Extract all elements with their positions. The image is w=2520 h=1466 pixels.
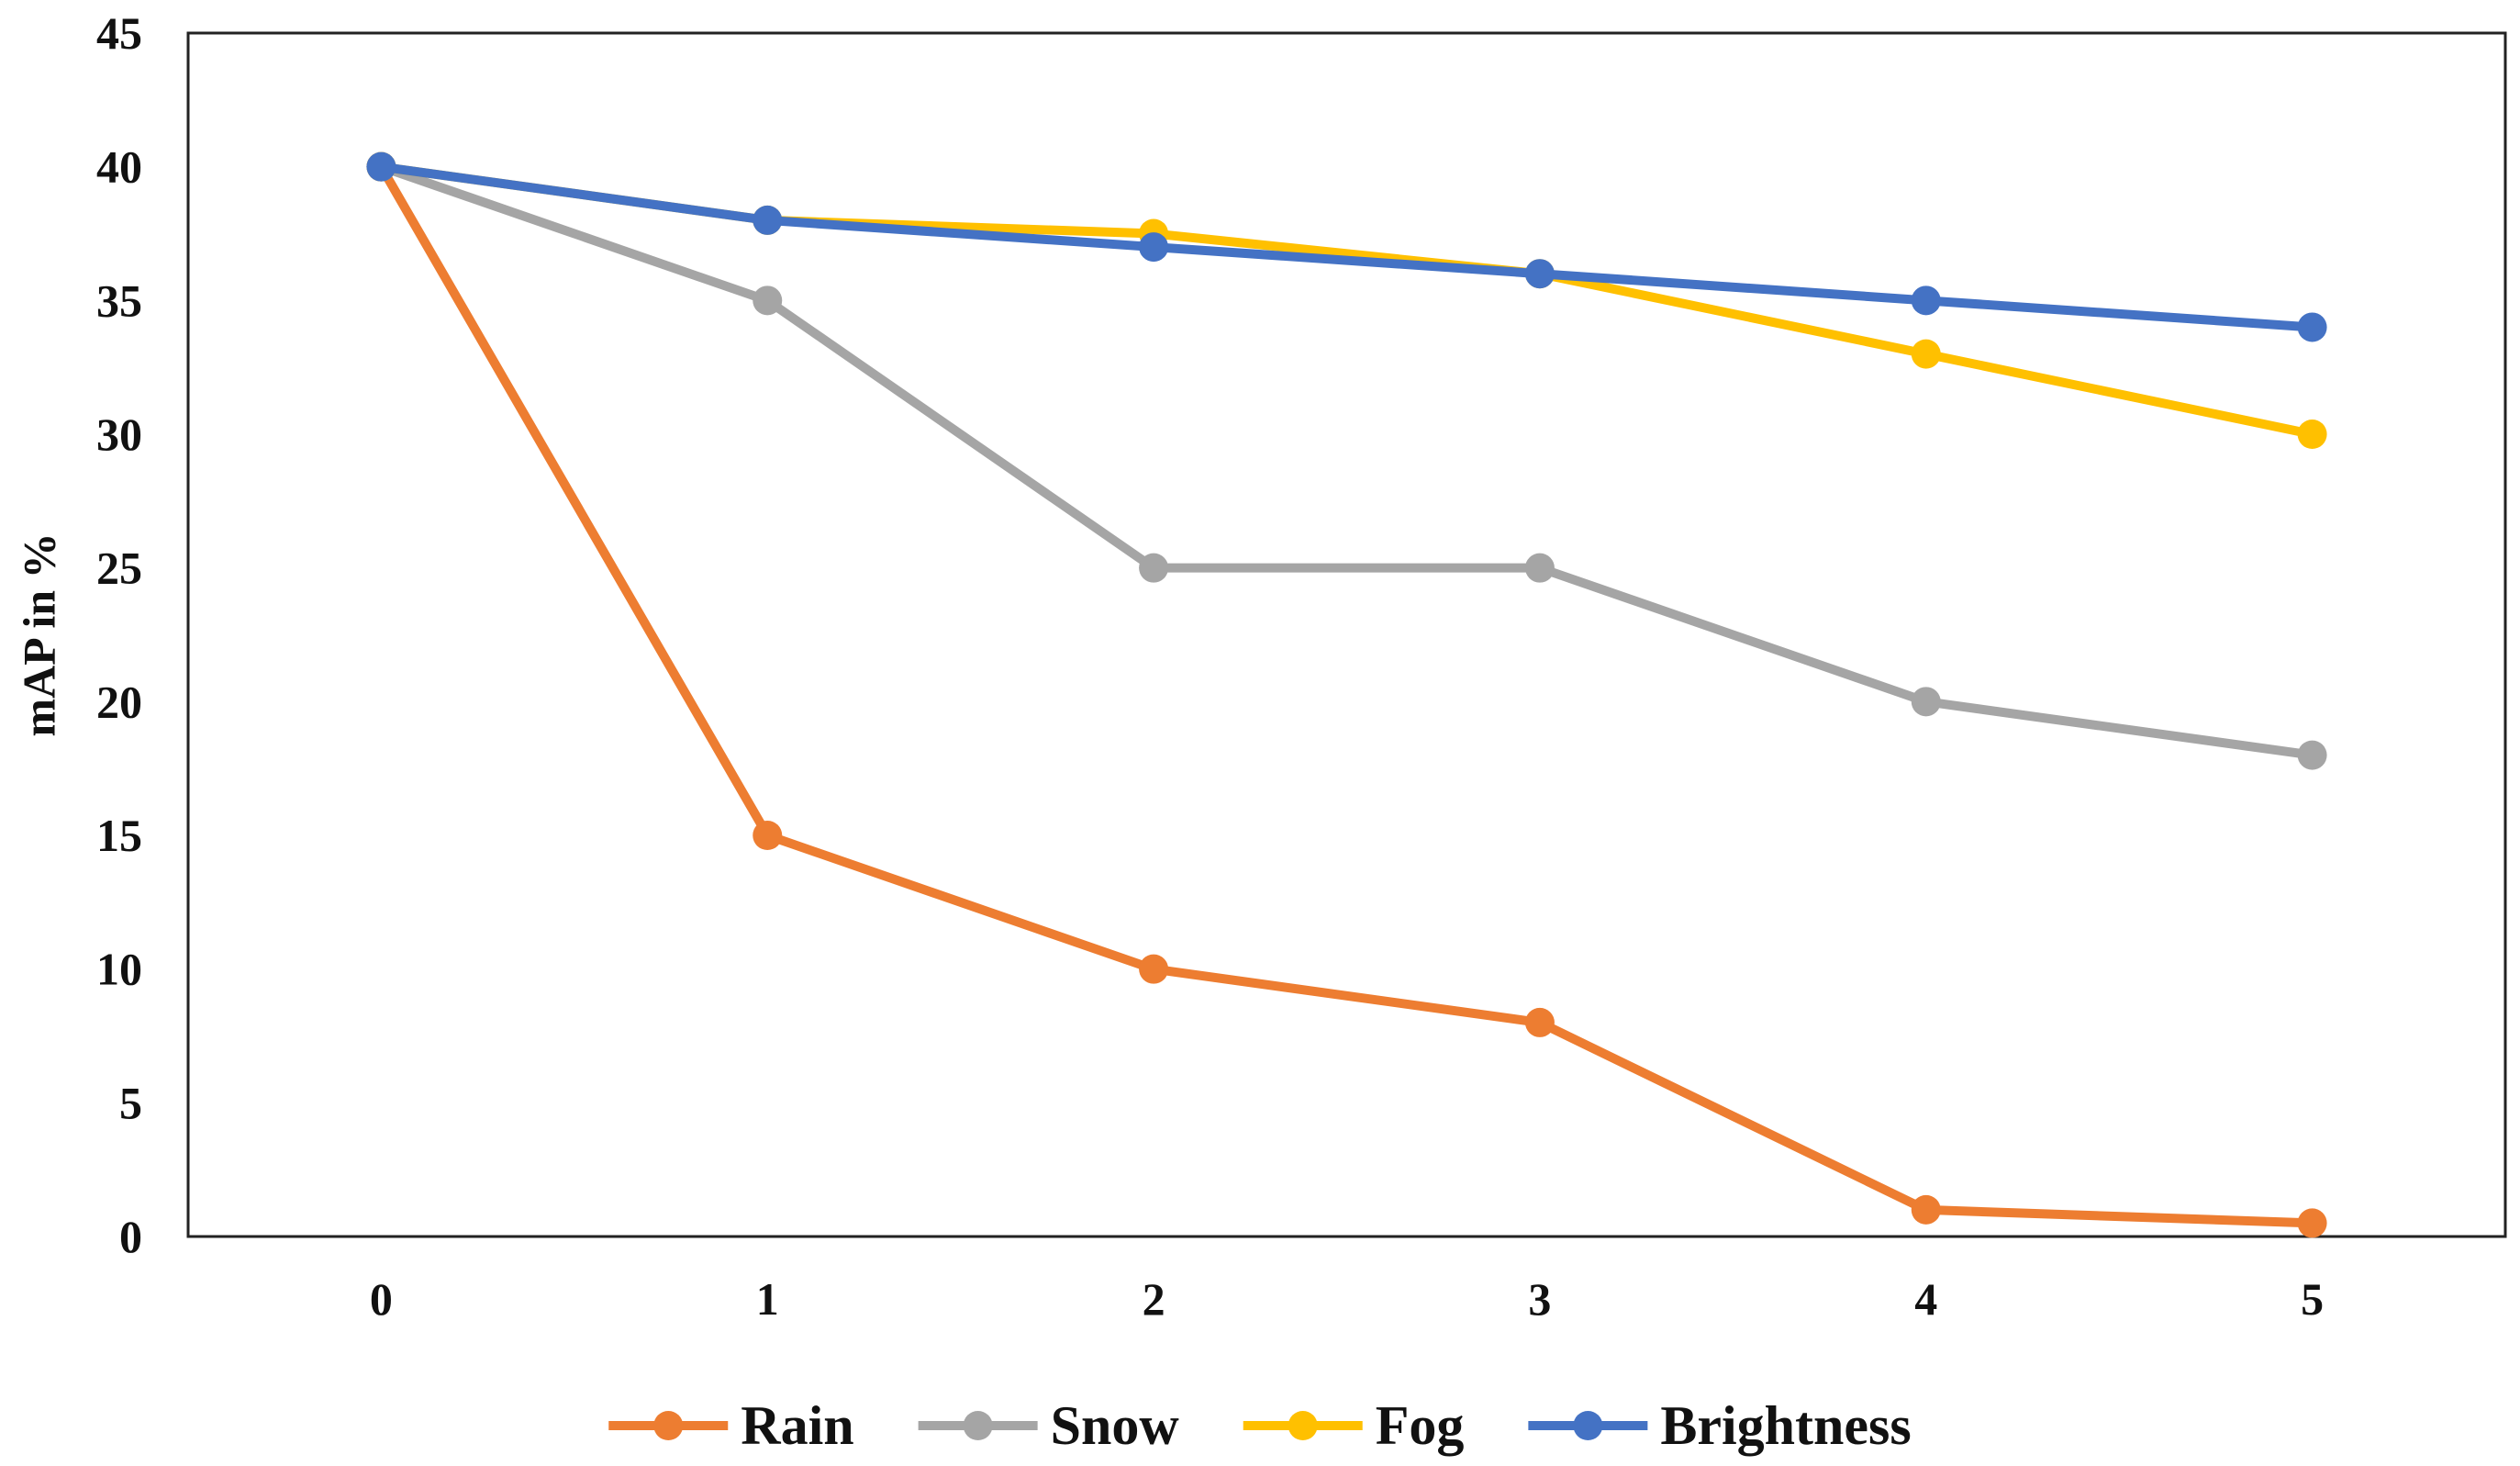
series-layer [366, 151, 2327, 1238]
legend-label: Rain [741, 1395, 853, 1456]
legend-item-fog: Fog [1243, 1395, 1465, 1456]
data-point-rain [1524, 1007, 1555, 1037]
series-line-brightness [376, 162, 2317, 332]
data-point-rain [2297, 1208, 2327, 1238]
data-point-fog [2297, 420, 2327, 449]
series-line-rain [376, 162, 2317, 1228]
y-tick-label: 20 [96, 676, 142, 727]
legend-item-rain: Rain [608, 1395, 854, 1456]
y-tick-label: 0 [119, 1211, 142, 1262]
legend-item-snow: Snow [918, 1395, 1180, 1456]
data-point-fog [1911, 339, 1941, 369]
data-point-brightness [2297, 312, 2327, 342]
data-point-snow [2297, 740, 2327, 770]
y-tick-label: 10 [96, 944, 142, 995]
data-point-rain [753, 821, 783, 850]
y-axis-title: mAP in % [13, 532, 64, 736]
series-rain [366, 151, 2327, 1238]
x-tick-label: 1 [756, 1273, 779, 1325]
series-brightness [366, 151, 2327, 342]
plot-area [186, 31, 2507, 1238]
y-tick-label: 15 [96, 810, 142, 861]
data-point-snow [1524, 553, 1555, 583]
data-point-brightness [1524, 259, 1555, 289]
y-tick-label: 5 [119, 1077, 142, 1128]
x-tick-label: 4 [1914, 1273, 1937, 1325]
data-point-brightness [1911, 285, 1941, 316]
data-point-brightness [753, 205, 783, 235]
plot-border [186, 31, 2507, 1238]
legend-label: Fog [1376, 1395, 1465, 1456]
data-point-rain [1139, 954, 1169, 984]
data-point-snow [753, 285, 783, 316]
legend-swatch-marker [1288, 1411, 1318, 1440]
legend-label: Snow [1051, 1395, 1180, 1456]
legend-swatch-marker [653, 1411, 684, 1440]
data-point-brightness [366, 151, 396, 182]
legend: Rain Snow Fog Brightness [608, 1395, 1912, 1456]
y-tick-label: 35 [96, 274, 142, 326]
y-tick-label: 40 [96, 141, 142, 193]
legend-swatch-marker [963, 1411, 993, 1440]
data-point-rain [1911, 1194, 1941, 1225]
data-point-brightness [1139, 232, 1169, 263]
legend-label: Brightness [1660, 1395, 1911, 1456]
y-tick-label: 25 [96, 543, 142, 594]
x-axis-ticks: 0 1 2 3 4 5 [370, 1273, 2324, 1325]
x-tick-label: 2 [1143, 1273, 1165, 1325]
legend-item-brightness: Brightness [1528, 1395, 1912, 1456]
x-tick-label: 0 [370, 1273, 393, 1325]
data-point-snow [1911, 687, 1941, 717]
x-tick-label: 3 [1528, 1273, 1551, 1325]
y-axis-ticks: 0 5 10 15 20 25 30 35 40 45 [96, 7, 142, 1262]
y-tick-label: 45 [96, 7, 142, 59]
y-tick-label: 30 [96, 408, 142, 460]
series-line-snow [376, 162, 2317, 760]
data-point-snow [1139, 553, 1169, 583]
legend-swatch-marker [1573, 1411, 1603, 1440]
x-tick-label: 5 [2301, 1273, 2324, 1325]
